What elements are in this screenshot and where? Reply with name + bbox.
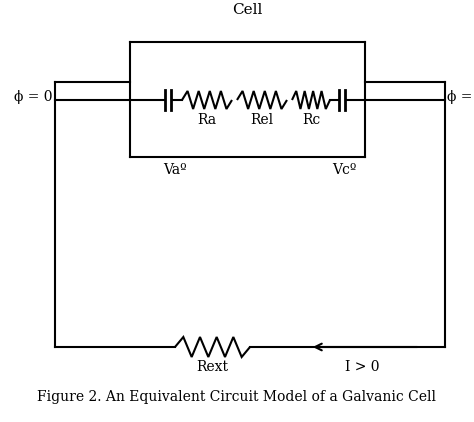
Text: Vaº: Vaº [163,163,187,177]
Text: Rel: Rel [250,113,273,127]
Text: Ra: Ra [198,113,217,127]
Text: Rc: Rc [302,113,320,127]
Text: ϕ = 0: ϕ = 0 [15,90,53,104]
Text: I > 0: I > 0 [345,360,380,374]
Text: Rext: Rext [197,360,228,374]
Text: Vcº: Vcº [332,163,356,177]
Text: ϕ = V: ϕ = V [447,90,474,104]
Text: Figure 2. An Equivalent Circuit Model of a Galvanic Cell: Figure 2. An Equivalent Circuit Model of… [37,390,437,404]
Text: Cell: Cell [232,3,262,17]
